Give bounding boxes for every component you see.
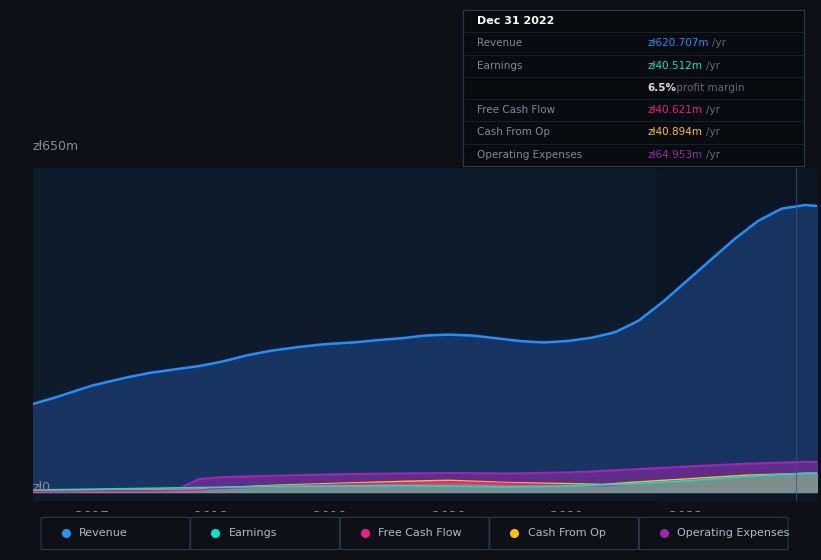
Text: zł620.707m: zł620.707m (647, 39, 709, 49)
FancyBboxPatch shape (41, 517, 190, 549)
Text: /yr: /yr (705, 60, 720, 71)
Text: Free Cash Flow: Free Cash Flow (477, 105, 555, 115)
Text: /yr: /yr (705, 150, 720, 160)
Text: /yr: /yr (712, 39, 726, 49)
Text: zł40.621m: zł40.621m (647, 105, 702, 115)
Text: profit margin: profit margin (672, 83, 744, 93)
FancyBboxPatch shape (489, 517, 639, 549)
Text: Revenue: Revenue (80, 529, 128, 538)
Text: Revenue: Revenue (477, 39, 522, 49)
Text: Cash From Op: Cash From Op (528, 529, 606, 538)
Text: zł64.953m: zł64.953m (647, 150, 702, 160)
FancyBboxPatch shape (640, 517, 788, 549)
Text: zł0: zł0 (33, 481, 51, 494)
Text: Operating Expenses: Operating Expenses (477, 150, 582, 160)
Text: /yr: /yr (705, 105, 720, 115)
FancyBboxPatch shape (190, 517, 340, 549)
Text: Cash From Op: Cash From Op (477, 128, 550, 137)
Text: zł40.894m: zł40.894m (647, 128, 702, 137)
Text: Earnings: Earnings (229, 529, 277, 538)
Text: Free Cash Flow: Free Cash Flow (378, 529, 462, 538)
Bar (657, 168, 817, 501)
Text: /yr: /yr (705, 128, 720, 137)
Text: Dec 31 2022: Dec 31 2022 (477, 16, 554, 26)
Text: Earnings: Earnings (477, 60, 522, 71)
Text: zł40.512m: zł40.512m (647, 60, 702, 71)
Text: Operating Expenses: Operating Expenses (677, 529, 790, 538)
FancyBboxPatch shape (340, 517, 489, 549)
Text: zł650m: zł650m (33, 140, 79, 153)
Text: 6.5%: 6.5% (647, 83, 676, 93)
